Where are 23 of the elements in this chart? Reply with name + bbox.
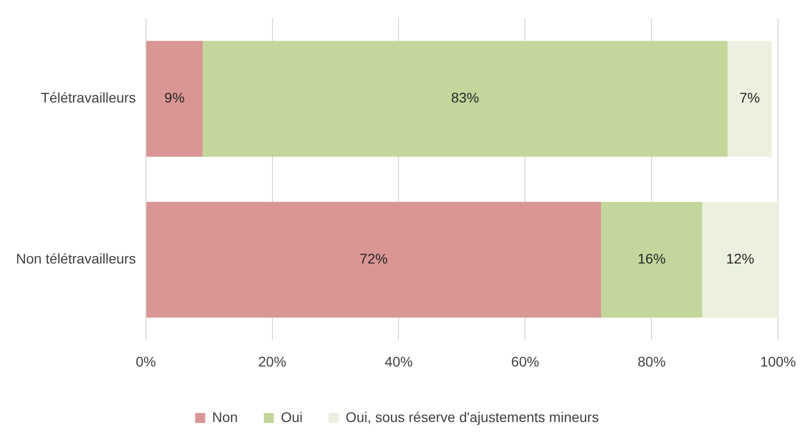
x-tick-label: 80% [638, 353, 666, 370]
y-tick-label: Non télétravailleurs [16, 250, 136, 267]
x-tick-label: 20% [258, 353, 286, 370]
legend-label: Oui [280, 408, 303, 425]
x-tick-label: 60% [511, 353, 540, 370]
bar [202, 40, 728, 157]
data-label: 9% [164, 90, 185, 106]
data-label: 83% [451, 90, 480, 106]
bar [601, 202, 702, 318]
x-tick-label: 100% [760, 353, 796, 370]
legend-label: Non [212, 408, 238, 425]
bar [146, 40, 203, 157]
data-label: 12% [726, 250, 754, 267]
data-label: 7% [740, 90, 760, 106]
bar [702, 202, 778, 318]
bar [728, 40, 772, 157]
data-label: 72% [360, 250, 388, 267]
bar [146, 202, 602, 318]
x-tick-label: 40% [384, 353, 413, 370]
data-label: 16% [638, 250, 666, 267]
x-tick-label: 0% [136, 353, 156, 370]
y-tick-label: Télétravailleurs [40, 90, 136, 106]
legend-label: Oui, sous réserve d'ajustements mineurs [346, 408, 599, 425]
